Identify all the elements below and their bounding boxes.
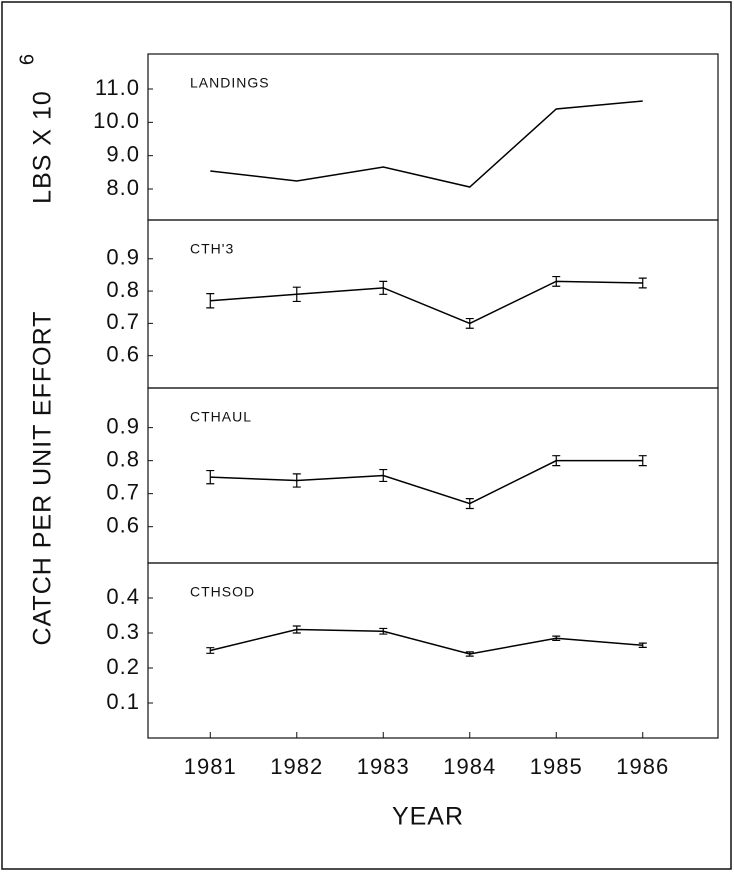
error-bar [292,625,301,634]
x-axis-label: YEAR [392,803,464,831]
y-tick-label: 0.2 [106,654,140,679]
error-bar [465,317,474,329]
x-tick-label: 1982 [270,754,323,779]
y-tick-label: 9.0 [106,141,140,166]
error-bar [638,277,647,289]
y-tick-label: 0.7 [106,479,140,504]
y-tick-label: 0.9 [106,413,140,438]
y-axis-label: LBS X 10 [29,90,57,204]
x-tick-label: 1981 [184,754,237,779]
error-bar [465,651,474,657]
error-bar [292,473,301,488]
panel [147,562,719,739]
line [210,459,643,505]
y-axis-label-exponent: 6 [16,53,38,65]
error-bar [465,498,474,510]
y-tick-label: 0.3 [106,619,140,644]
line [210,280,643,325]
y-tick-label: 0.7 [106,309,140,334]
y-tick-label: 11.0 [95,75,140,100]
panel-title: CTHSOD [190,584,255,600]
error-bar [638,642,647,648]
error-bar [206,647,215,654]
error-bar [206,293,215,309]
error-bar [552,635,561,641]
error-bar [292,286,301,303]
y-tick-label: 0.1 [106,689,140,714]
y-tick-label: 10.0 [93,108,140,133]
error-bar [379,280,388,295]
y-tick-label: 0.9 [106,245,140,270]
panel-title: CTHAUL [190,409,252,425]
x-tick-label: 1985 [530,754,583,779]
y-tick-label: 0.8 [106,277,140,302]
error-bar [552,275,561,287]
panel-title: CTH'3 [190,241,234,257]
y-axis-label: CATCH PER UNIT EFFORT [29,311,57,646]
panel-title: LANDINGS [190,75,270,91]
line [210,100,643,188]
y-tick-label: 0.8 [106,446,140,471]
error-bar [206,469,215,485]
y-tick-label: 0.6 [106,512,140,537]
error-bar [638,455,647,467]
x-tick-label: 1984 [443,754,496,779]
y-tick-label: 0.6 [106,342,140,367]
y-tick-label: 0.4 [106,584,140,609]
error-bar [379,468,388,483]
x-tick-label: 1983 [357,754,410,779]
x-tick-label: 1986 [616,754,669,779]
y-tick-label: 8.0 [106,175,140,200]
error-bar [379,627,388,635]
error-bar [552,455,561,467]
line [210,628,643,655]
